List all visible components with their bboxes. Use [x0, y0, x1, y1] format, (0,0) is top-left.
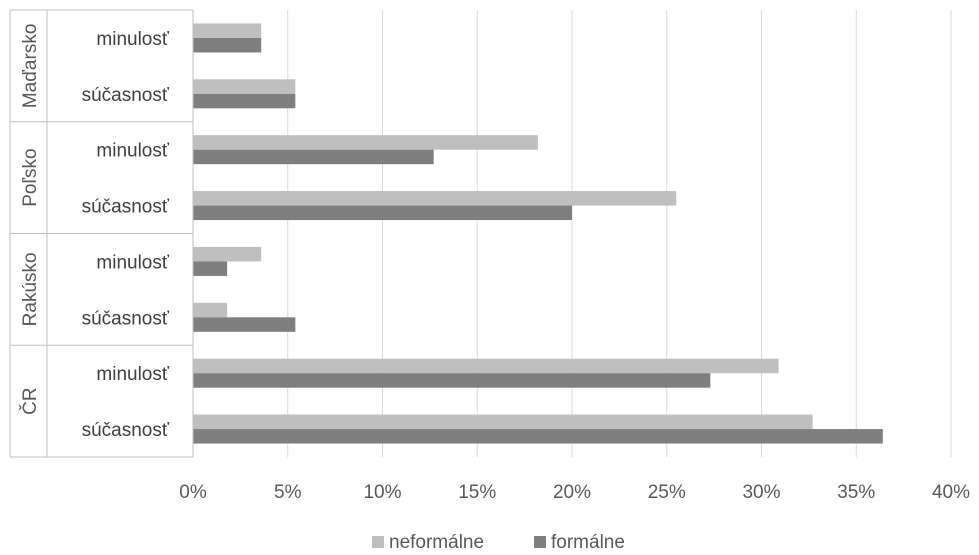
- bars: [193, 23, 883, 444]
- bar-formalne: [193, 373, 711, 388]
- x-tick-label: 25%: [648, 482, 686, 503]
- legend-swatch: [534, 536, 546, 548]
- bar-formalne: [193, 317, 296, 332]
- x-tick-label: 10%: [363, 482, 401, 503]
- x-tick-label: 40%: [932, 482, 970, 503]
- group-label: ČR: [19, 387, 41, 414]
- group-label: Maďarsko: [20, 24, 41, 109]
- legend-label: formálne: [551, 532, 625, 553]
- category-label: minulosť: [96, 364, 169, 385]
- labels: 0% 5% 10% 15% 20% 25% 30% 35% 40% minulosť súčasno…: [19, 24, 970, 503]
- category-label: minulosť: [96, 252, 169, 273]
- x-tick-label: 35%: [837, 482, 875, 503]
- category-label: súčasnosť: [82, 85, 170, 106]
- x-tick-label: 0%: [179, 482, 207, 503]
- category-label: minulosť: [96, 29, 169, 50]
- bar-neformalne: [193, 135, 538, 150]
- bar-neformalne: [193, 191, 677, 206]
- bar-neformalne: [193, 414, 813, 430]
- bar-neformalne: [193, 23, 262, 38]
- bar-formalne: [193, 93, 296, 109]
- bar-neformalne: [193, 358, 779, 374]
- bar-formalne: [193, 205, 572, 221]
- gridlines: [192, 10, 952, 457]
- x-tick-label: 15%: [458, 482, 496, 503]
- category-label: súčasnosť: [82, 197, 170, 218]
- x-tick-label: 5%: [274, 482, 302, 503]
- bar-neformalne: [193, 79, 296, 94]
- bar-formalne: [193, 261, 228, 276]
- category-label: minulosť: [96, 141, 169, 162]
- group-label: Rakúsko: [20, 252, 41, 326]
- category-label: súčasnosť: [82, 420, 170, 441]
- category-axis: [9, 9, 194, 458]
- bar-neformalne: [193, 246, 262, 262]
- bar-formalne: [193, 429, 883, 444]
- category-label: súčasnosť: [82, 308, 170, 329]
- legend-label: neformálne: [389, 532, 484, 553]
- x-tick-label: 20%: [553, 482, 591, 503]
- group-label: Poľsko: [20, 148, 41, 206]
- bar-formalne: [193, 37, 262, 53]
- legend: neformálne formálne: [372, 532, 625, 553]
- x-tick-label: 30%: [742, 482, 780, 503]
- legend-swatch: [372, 536, 384, 548]
- bar-neformalne: [193, 302, 228, 318]
- bar-formalne: [193, 149, 434, 165]
